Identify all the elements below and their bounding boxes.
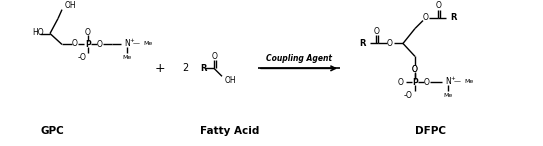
Text: O: O [412,65,418,74]
Text: +: + [130,38,134,43]
Text: O: O [97,40,103,49]
Text: R: R [359,39,366,48]
Text: P: P [85,40,91,49]
Text: O: O [423,13,429,22]
Text: +: + [155,62,165,75]
Text: Fatty Acid: Fatty Acid [200,126,260,136]
Text: 2: 2 [182,63,188,73]
Text: Me: Me [122,55,131,60]
Text: O: O [412,65,418,74]
Text: N: N [124,39,130,48]
Text: O: O [72,39,78,48]
Text: OH: OH [65,1,77,10]
Text: —: — [132,40,140,46]
Text: O: O [212,52,218,61]
Text: DFPC: DFPC [414,126,445,136]
Text: P: P [412,78,418,87]
Text: O: O [397,78,403,87]
Text: OH: OH [225,76,237,85]
Text: O: O [85,28,91,37]
Text: —: — [453,78,460,84]
Text: -O: -O [77,53,86,62]
Text: HO: HO [32,28,43,37]
Text: Me: Me [464,79,473,84]
Text: +: + [451,76,456,81]
Text: Coupling Agent: Coupling Agent [266,54,332,63]
Text: -O: -O [404,91,413,100]
Text: O: O [374,27,380,36]
Text: R: R [200,64,206,73]
Text: O: O [424,78,430,87]
Text: Me: Me [143,41,152,46]
Text: N: N [445,77,451,86]
Text: GPC: GPC [40,126,64,136]
Text: O: O [436,1,442,10]
Text: Me: Me [444,93,453,98]
Text: R: R [450,13,457,22]
Text: O: O [387,39,393,48]
